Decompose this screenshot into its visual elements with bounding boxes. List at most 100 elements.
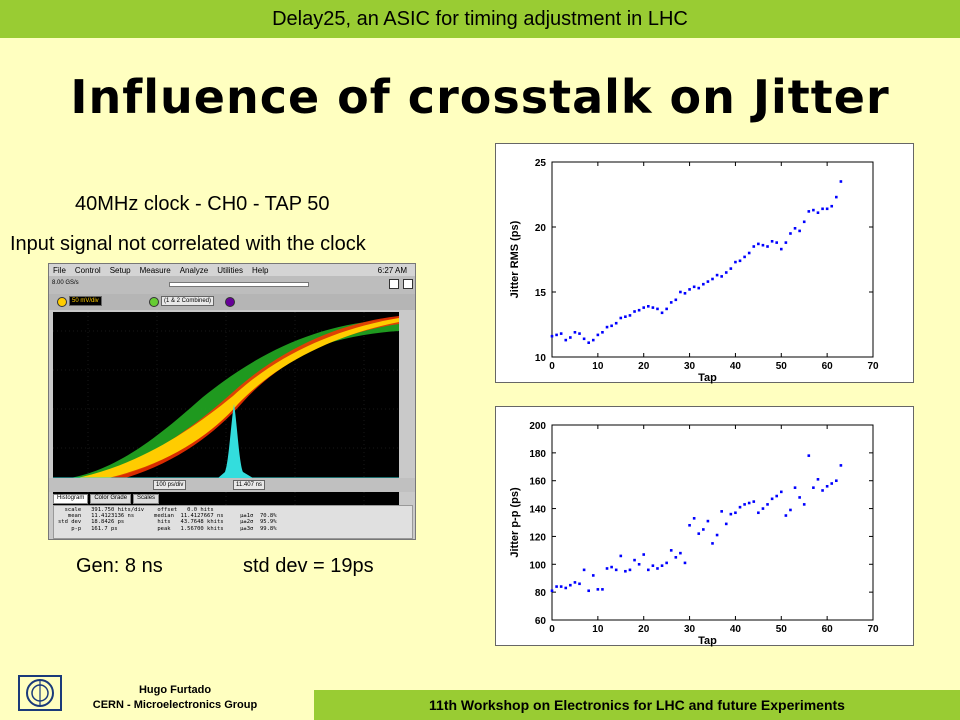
data-point [821, 489, 824, 492]
data-point [582, 568, 586, 572]
author-group: CERN - Microelectronics Group [92, 699, 258, 711]
data-point [569, 336, 572, 339]
x-tick-label: 50 [776, 624, 788, 635]
data-point [683, 292, 687, 295]
data-point [679, 551, 682, 555]
data-point [798, 496, 801, 499]
scope-menu-help[interactable]: Help [251, 265, 269, 275]
data-point [628, 314, 632, 317]
workshop-title: 11th Workshop on Electronics for LHC and… [429, 697, 845, 713]
scope-menu-measure[interactable]: Measure [139, 265, 171, 275]
data-point [578, 332, 581, 335]
data-point [610, 565, 613, 569]
data-point [669, 549, 673, 552]
scope-menu-utilities[interactable]: Utilities [217, 265, 243, 275]
data-point [789, 232, 792, 235]
tab-scales[interactable]: Scales [133, 494, 160, 504]
data-point [738, 505, 742, 509]
data-point [802, 503, 806, 506]
data-point [711, 542, 714, 545]
data-point [692, 517, 696, 520]
data-point [825, 484, 829, 488]
x-axis-title: Tap [698, 635, 717, 647]
data-point [752, 245, 756, 248]
sample-rate: 8.00 GS/s [52, 280, 79, 286]
data-point [720, 275, 723, 278]
data-point [578, 582, 581, 586]
y-tick-label: 100 [529, 560, 546, 571]
scope-menubar: File Control Setup Measure Analyze Utili… [49, 264, 415, 276]
data-point [614, 321, 618, 325]
timebase-slider[interactable] [169, 282, 309, 287]
data-point [550, 334, 554, 338]
data-point [647, 305, 650, 308]
x-tick-label: 0 [549, 361, 555, 372]
data-point [715, 273, 719, 277]
data-point [660, 564, 664, 567]
data-point [835, 195, 838, 199]
channel-1-icon[interactable] [57, 297, 67, 307]
data-point [660, 311, 664, 315]
data-point [807, 454, 811, 457]
maximize-icon[interactable] [403, 279, 413, 289]
data-point [610, 324, 613, 328]
data-point [711, 277, 714, 281]
data-point [830, 482, 834, 485]
data-point [812, 208, 815, 212]
data-point [812, 486, 815, 489]
data-point [793, 486, 797, 489]
y-tick-label: 160 [529, 477, 546, 488]
ch1-scale[interactable]: 50 mV/div [69, 296, 102, 306]
data-point [761, 507, 765, 510]
scope-menu-setup[interactable]: Setup [109, 265, 131, 275]
y-tick-label: 200 [529, 421, 546, 432]
position-box[interactable]: 11.407 ns [233, 480, 265, 490]
data-point [656, 567, 659, 570]
tab-color-grade[interactable]: Color Grade [90, 494, 132, 504]
scope-menu-analyze[interactable]: Analyze [179, 265, 209, 275]
data-point [637, 308, 641, 312]
combined-channels[interactable]: (1 & 2 Combined) [161, 296, 215, 306]
x-tick-label: 30 [684, 361, 696, 372]
data-point [697, 286, 701, 290]
data-point [669, 301, 673, 304]
data-point [830, 204, 834, 208]
data-point [688, 523, 691, 527]
data-point [679, 290, 682, 294]
y-tick-label: 25 [535, 158, 547, 169]
data-point [624, 315, 627, 318]
data-point [798, 229, 801, 233]
channel-math-icon[interactable] [225, 297, 235, 307]
data-point [702, 528, 705, 531]
data-point [587, 589, 590, 593]
data-point [706, 280, 710, 283]
data-point [614, 568, 618, 572]
histogram-stats: scale 391.750 hits/div offset 0.0 hits m… [53, 505, 413, 539]
x-tick-label: 10 [592, 624, 604, 635]
data-point [724, 522, 728, 526]
x-tick-label: 40 [730, 361, 742, 372]
data-point [633, 310, 636, 313]
data-point [573, 331, 577, 334]
data-point [779, 247, 783, 251]
scope-menu-file[interactable]: File [53, 265, 66, 275]
data-point [550, 589, 554, 593]
data-point [674, 556, 678, 559]
data-point [747, 251, 751, 255]
tab-histogram[interactable]: Histogram [53, 494, 89, 504]
data-point [619, 554, 623, 558]
x-tick-label: 10 [592, 361, 604, 372]
data-point [789, 508, 792, 512]
channel-2-icon[interactable] [149, 297, 159, 307]
close-icon[interactable] [389, 279, 399, 289]
generator-caption: Gen: 8 ns [76, 555, 163, 577]
author-block: Hugo Furtado CERN - Microelectronics Gro… [70, 683, 280, 713]
data-point [839, 464, 843, 467]
scope-menu-control[interactable]: Control [74, 265, 101, 275]
timebase-box[interactable]: 100 ps/div [153, 480, 187, 490]
data-point [674, 298, 678, 302]
data-point [573, 581, 577, 584]
y-tick-label: 120 [529, 532, 546, 543]
scope-clock: 6:27 AM [377, 265, 407, 275]
stddev-caption: std dev = 19ps [243, 555, 374, 577]
